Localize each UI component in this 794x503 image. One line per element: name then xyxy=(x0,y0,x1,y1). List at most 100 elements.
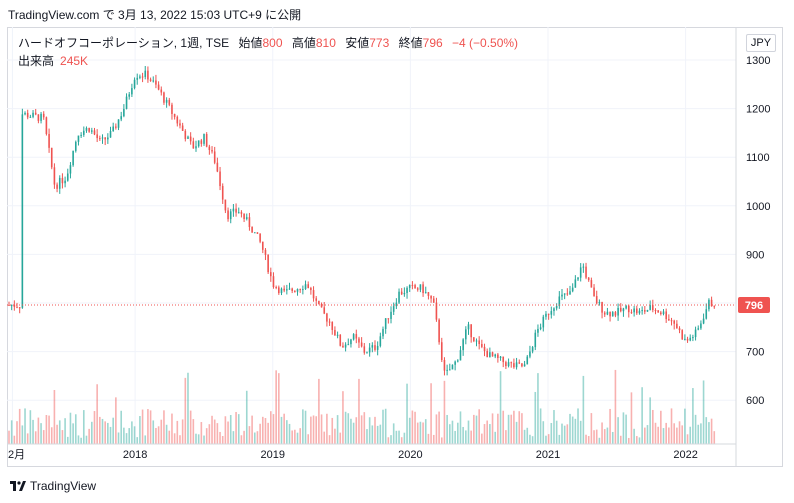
candle-body xyxy=(537,328,539,333)
volume-bar xyxy=(99,416,101,444)
volume-bar xyxy=(195,433,197,444)
volume-bar xyxy=(563,425,566,444)
volume-bar xyxy=(115,397,117,444)
candle-body xyxy=(339,334,342,346)
candle-body xyxy=(168,99,171,105)
candle-body xyxy=(99,138,101,140)
candle-body xyxy=(29,116,32,118)
volume-bar xyxy=(88,428,90,444)
candle-body xyxy=(505,362,507,367)
volume-bar xyxy=(50,427,53,444)
volume-bar xyxy=(638,437,641,444)
candle-body xyxy=(61,177,64,184)
volume-bar xyxy=(440,437,443,444)
volume-bar xyxy=(366,429,368,444)
candle-body xyxy=(416,288,419,290)
volume-bar xyxy=(513,410,515,444)
publish-caption: TradingView.com で 3月 13, 2022 15:03 UTC+… xyxy=(8,8,302,22)
volume-bar xyxy=(58,420,61,444)
volume-bar xyxy=(598,437,601,444)
candle-body xyxy=(561,294,563,297)
volume-bar xyxy=(574,418,577,444)
candle-body xyxy=(10,304,13,306)
volume-bar xyxy=(181,419,184,444)
volume-bar xyxy=(587,436,590,444)
volume-bar xyxy=(406,383,408,444)
candle-body xyxy=(440,342,443,360)
volume-bar xyxy=(473,414,475,444)
volume-bar xyxy=(654,422,657,444)
volume-bar xyxy=(74,414,77,444)
volume-bar xyxy=(56,424,58,444)
volume-bar xyxy=(625,414,627,444)
volume-bar xyxy=(641,387,643,444)
candle-body xyxy=(457,360,459,362)
candle-body xyxy=(58,177,61,189)
volume-bar xyxy=(318,378,320,444)
candle-body xyxy=(205,134,208,147)
volume-bar xyxy=(633,428,635,444)
volume-bar xyxy=(446,414,448,444)
candle-body xyxy=(692,337,694,339)
candle-body xyxy=(574,279,577,288)
candle-body xyxy=(379,336,382,346)
volume-bar xyxy=(676,427,678,444)
low-label: 安値 xyxy=(345,36,370,50)
price-chart[interactable]: 6007008009001000110012001300 2月201820192… xyxy=(7,27,783,467)
volume-bar xyxy=(141,409,144,444)
candle-body xyxy=(125,96,128,109)
symbol-title[interactable]: ハードオフコーポレーション, 1週, TSE xyxy=(18,36,230,50)
candle-body xyxy=(141,76,144,78)
candle-body xyxy=(579,267,582,278)
candle-body xyxy=(419,284,422,290)
volume-bar xyxy=(104,421,106,444)
candle-body xyxy=(224,199,227,211)
candle-body xyxy=(553,308,555,312)
volume-legend: 出来高 245K xyxy=(18,52,88,69)
volume-bar xyxy=(355,417,358,444)
volume-bar xyxy=(229,415,232,444)
candle-body xyxy=(8,304,10,306)
tradingview-icon xyxy=(10,480,26,491)
volume-label[interactable]: 出来高 xyxy=(18,54,55,68)
candle-body xyxy=(197,140,200,147)
candle-body xyxy=(577,277,579,280)
volume-bar xyxy=(323,431,326,444)
volume-bar xyxy=(18,408,21,444)
x-tick-label: 2018 xyxy=(123,449,147,461)
volume-bar xyxy=(189,410,192,444)
volume-bar xyxy=(240,435,243,444)
candle-body xyxy=(160,89,163,93)
candle-body xyxy=(237,212,240,214)
volume-bar xyxy=(152,420,155,444)
candle-body xyxy=(438,319,440,343)
volume-bar xyxy=(82,410,85,444)
volume-bar xyxy=(358,378,360,444)
volume-bar xyxy=(603,429,606,444)
candle-body xyxy=(358,338,360,343)
candle-body xyxy=(660,312,662,315)
candle-body xyxy=(48,133,50,148)
candle-body xyxy=(494,354,497,357)
candle-body xyxy=(240,212,243,214)
volume-bar xyxy=(131,421,133,444)
candle-body xyxy=(387,318,390,320)
volume-bar xyxy=(579,420,582,444)
volume-bar xyxy=(694,414,697,444)
high-label: 高値 xyxy=(291,36,316,50)
volume-bar xyxy=(8,430,10,444)
candle-body xyxy=(173,113,176,117)
candle-body xyxy=(155,80,157,85)
volume-bar xyxy=(708,422,710,444)
candle-body xyxy=(278,287,280,294)
volume-bar xyxy=(72,423,74,444)
volume-bar xyxy=(518,411,521,444)
candle-body xyxy=(101,137,104,139)
volume-bar xyxy=(553,410,555,444)
volume-bar xyxy=(256,431,259,444)
candle-body xyxy=(475,340,478,342)
volume-bar xyxy=(187,372,189,444)
currency-button[interactable]: JPY xyxy=(746,34,776,52)
candle-body xyxy=(657,310,659,313)
candle-body xyxy=(326,313,328,322)
